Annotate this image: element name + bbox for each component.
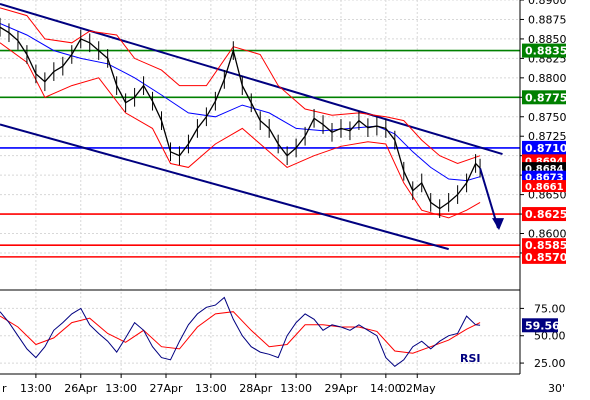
rsi-label: RSI [460,352,481,365]
price-tick-label: 0.8600 [528,228,567,241]
channel-upper-line [0,2,503,156]
time-tick-label: 02May [399,382,436,395]
rsi-tick-label: 75.00 [534,302,566,315]
level-badge [522,238,566,253]
level-badge-label: 0.8835 [525,45,567,58]
trend-channel [0,2,503,251]
rsi-line [0,296,481,367]
current-badge [522,170,566,183]
right-axis-background [520,0,590,400]
rsi-grid [0,289,520,364]
rsi-tick-label: 50.00 [534,330,566,343]
price-tick-label: 0.8750 [528,111,567,124]
rsi-tick-label: 25.00 [534,357,566,370]
time-tick-label: 14:00 [370,382,402,395]
level-badge [522,43,566,58]
level-badge-label: 0.8775 [525,91,567,104]
level-badge [522,90,566,105]
current-badge [522,180,566,193]
price-tick-label: 0.8800 [528,72,567,85]
level-badge [522,140,566,155]
time-tick-label: 26Apr [64,382,98,395]
price-tick-label: 0.8900 [528,0,567,7]
time-tick-label: 13:00 [195,382,227,395]
price-tick-label: 0.8850 [528,33,567,46]
price-grid [0,0,520,374]
forecast-arrow-head [492,218,505,231]
time-corner-label: r [2,382,7,395]
rsi-panel [0,296,481,367]
rsi-value-badge [522,318,558,333]
rsi-value-label: 59.56 [525,319,560,332]
level-badge [522,207,566,222]
level-badge-label: 0.8585 [525,239,567,252]
level-badge-label: 0.8625 [525,208,567,221]
current-badge-label: 0.8684 [525,164,564,175]
price-tick-label: 0.8725 [528,130,567,143]
channel-lower-line [0,123,449,251]
forecast-arrow-group [479,167,505,231]
time-tick-label: 27Apr [149,382,183,395]
rsi-signal-line [0,311,481,354]
price-tick-label: 0.8875 [528,13,567,26]
price-line [0,26,481,210]
time-tick-label: 29Apr [324,382,358,395]
moving-average-line [0,22,481,182]
current-badge-label: 0.8673 [525,173,564,184]
time-corner-label: 30' [548,382,565,395]
current-badge-label: 0.8694 [525,156,564,167]
time-tick-label: 28Apr [239,382,273,395]
current-badge-label: 0.8661 [525,182,564,193]
level-badge [522,249,566,264]
time-tick-label: 13:00 [105,382,137,395]
level-badge-label: 0.8570 [525,251,568,264]
level-badge-label: 0.8710 [525,142,568,155]
time-tick-label: 13:00 [280,382,312,395]
time-tick-label: 13:00 [20,382,52,395]
price-series-group [0,17,481,218]
